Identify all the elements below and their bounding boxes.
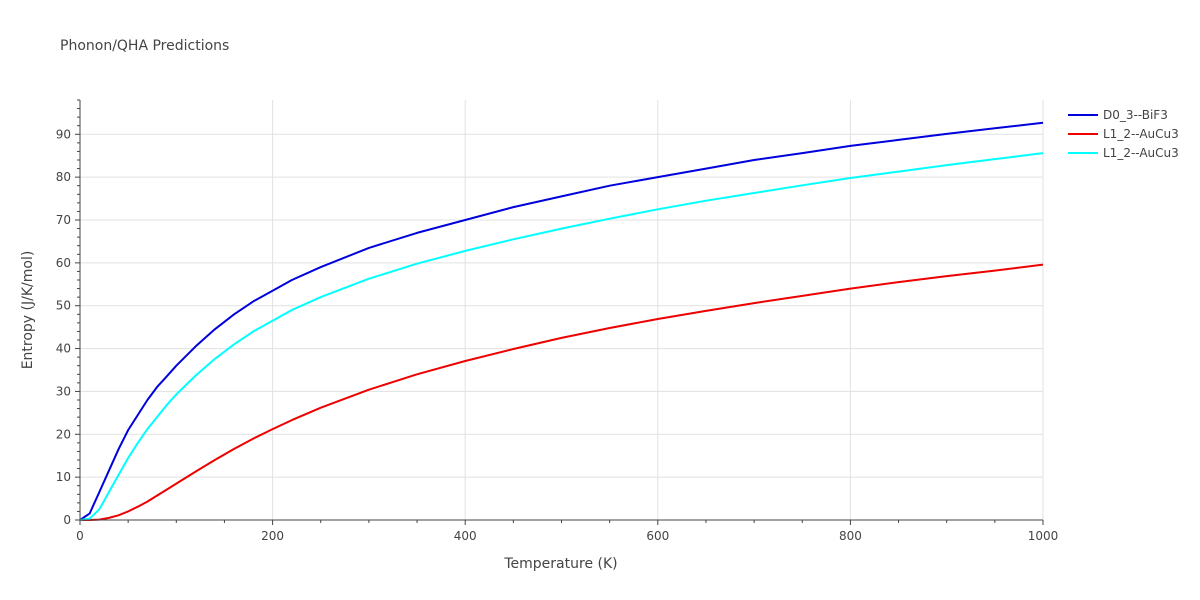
- series-layer: [79, 121, 1044, 521]
- y-tick-label: 70: [56, 213, 71, 227]
- legend-item-1[interactable]: D0_3--BiF3: [1068, 108, 1168, 122]
- y-tick-label: 10: [56, 470, 71, 484]
- grid: [80, 100, 1044, 520]
- legend-label: L1_2--AuCu3: [1103, 146, 1179, 160]
- legend-item-2[interactable]: L1_2--AuCu3: [1068, 127, 1179, 141]
- y-tick-label: 20: [56, 427, 71, 441]
- y-axis-title: Entropy (J/K/mol): [20, 251, 36, 370]
- legend[interactable]: D0_3--BiF3 L1_2--AuCu3 L1_2--AuCu3: [1068, 108, 1179, 160]
- y-tick-label: 30: [56, 384, 71, 398]
- chart-title: Phonon/QHA Predictions: [60, 38, 229, 54]
- x-axis-title: Temperature (K): [503, 556, 617, 572]
- x-tick-label: 200: [261, 529, 284, 543]
- y-tick-label: 60: [56, 256, 71, 270]
- x-tick-label: 400: [454, 529, 477, 543]
- legend-item-3[interactable]: L1_2--AuCu3: [1068, 146, 1179, 160]
- y-tick-label: 90: [56, 127, 71, 141]
- y-tick-label: 40: [56, 342, 71, 356]
- y-tick-label: 80: [56, 170, 71, 184]
- x-tick-label: 600: [646, 529, 669, 543]
- legend-label: L1_2--AuCu3: [1103, 127, 1179, 141]
- series-line-3: [79, 152, 1044, 521]
- series-line-2: [80, 263, 1044, 521]
- x-tick-label: 800: [839, 529, 862, 543]
- series-line-1: [79, 121, 1044, 521]
- axes: 0 200 400 600 800 1000 0 10 20 30 40 50 60 70 80 90: [56, 99, 1059, 543]
- y-tick-label: 50: [56, 299, 71, 313]
- x-tick-label: 0: [76, 529, 84, 543]
- x-tick-label: 1000: [1028, 529, 1059, 543]
- y-tick-label: 0: [63, 513, 71, 527]
- legend-label: D0_3--BiF3: [1103, 108, 1168, 122]
